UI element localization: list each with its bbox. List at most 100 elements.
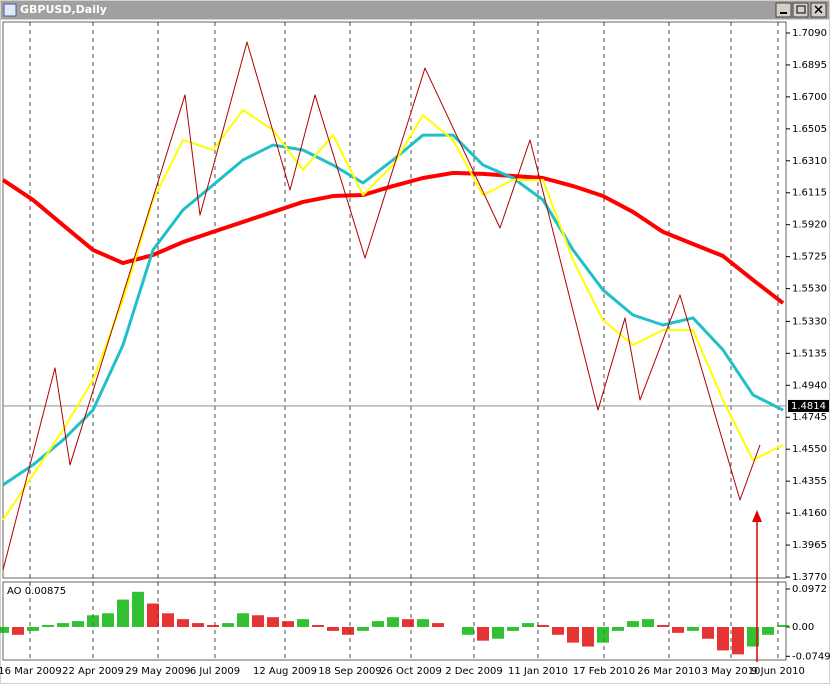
ao-bar <box>372 621 384 627</box>
x-tick-label: 29 May 2009 <box>125 666 190 677</box>
y-tick-label: 1.4160 <box>792 508 827 519</box>
y-tick-label: 1.5330 <box>792 316 827 327</box>
main-plot <box>2 21 787 579</box>
ao-bar <box>537 625 549 627</box>
y-tick-label: 1.6895 <box>792 60 827 71</box>
minimize-button[interactable] <box>775 2 792 18</box>
ao-bar <box>0 626 9 633</box>
ao-bar <box>132 591 144 627</box>
current-price-label: 1.4814 <box>791 401 826 412</box>
ao-bar <box>312 625 324 627</box>
y-tick-label: 1.7090 <box>792 28 827 39</box>
y-tick-label: 1.4550 <box>792 444 827 455</box>
ao-bar <box>327 626 339 631</box>
x-tick-label: 6 Jul 2009 <box>190 666 240 677</box>
y-tick-label: 1.5530 <box>792 284 827 295</box>
ao-bar <box>72 621 84 627</box>
ao-bar <box>612 626 624 631</box>
y-tick-label: 1.6505 <box>792 124 827 135</box>
x-tick-label: 12 Aug 2009 <box>253 666 317 677</box>
ao-bar <box>567 626 579 643</box>
x-tick-label: 18 Sep 2009 <box>318 666 381 677</box>
x-tick-label: 3 May 2010 <box>702 666 761 677</box>
ao-bar <box>462 626 474 635</box>
window-icon <box>3 3 17 17</box>
ao-bar <box>492 626 504 639</box>
y-tick-label: 1.5135 <box>792 348 827 359</box>
ao-bar <box>342 626 354 635</box>
x-tick-label: 9 Jun 2010 <box>751 666 805 677</box>
y-tick-label: 1.4940 <box>792 380 827 391</box>
ao-bar <box>432 623 444 627</box>
indicator-title: AO 0.00875 <box>7 586 66 597</box>
ao-bar <box>267 617 279 627</box>
ao-bar <box>597 626 609 643</box>
ao-bar <box>762 626 774 635</box>
current-price-box <box>788 399 829 412</box>
ao-bar <box>222 623 234 627</box>
ao-bar <box>702 626 714 639</box>
series-line <box>1 170 785 305</box>
ao-bar <box>177 619 189 627</box>
ao-bar <box>747 626 759 647</box>
ao-bar <box>402 619 414 627</box>
ao-bar <box>507 626 519 631</box>
ao-bar <box>657 625 669 627</box>
ao-bar <box>27 626 39 631</box>
y-tick-label: 1.6700 <box>792 92 827 103</box>
ao-bar <box>582 626 594 647</box>
ao-bar <box>417 619 429 627</box>
ao-bar <box>687 626 699 631</box>
ao-bar <box>297 619 309 627</box>
ao-bar <box>237 613 249 627</box>
series-line <box>2 133 784 487</box>
x-tick-label: 26 Mar 2010 <box>637 666 700 677</box>
y-tick-label: 0.00 <box>792 622 814 633</box>
y-tick-label: 1.5920 <box>792 220 827 231</box>
ao-bar <box>252 615 264 627</box>
series-line <box>2 108 784 521</box>
ao-bar <box>207 625 219 627</box>
ao-bar <box>627 621 639 627</box>
ao-bar <box>282 621 294 627</box>
x-tick-label: 17 Feb 2010 <box>573 666 635 677</box>
y-tick-label: -0.07494 <box>792 651 830 662</box>
y-tick-label: 1.3770 <box>792 572 827 583</box>
ao-bar <box>732 626 744 655</box>
x-tick-label: 16 Mar 2009 <box>0 666 62 677</box>
x-tick-label: 26 Oct 2009 <box>380 666 442 677</box>
x-tick-label: 11 Jan 2010 <box>508 666 568 677</box>
series-line <box>2 41 761 571</box>
ao-bar <box>162 613 174 627</box>
y-tick-label: 1.6115 <box>792 188 827 199</box>
ao-bar <box>42 625 54 627</box>
ao-bar <box>672 626 684 633</box>
y-tick-label: 1.4355 <box>792 476 827 487</box>
ao-bar <box>717 626 729 651</box>
ao-bar <box>192 623 204 627</box>
title-bar <box>1 1 829 19</box>
ao-bar <box>87 615 99 627</box>
ao-bar <box>777 625 789 627</box>
maximize-button[interactable] <box>792 2 809 18</box>
annotation-arrowhead <box>752 510 762 522</box>
y-tick-label: 1.6310 <box>792 156 827 167</box>
ao-bar <box>57 623 69 627</box>
ao-bar <box>117 599 129 627</box>
y-tick-label: 0.0972 <box>792 584 827 595</box>
ao-bar <box>357 626 369 631</box>
ao-bar <box>102 613 114 627</box>
ao-bar <box>552 626 564 635</box>
ao-bar <box>147 603 159 627</box>
x-tick-label: 22 Apr 2009 <box>62 666 124 677</box>
x-tick-label: 2 Dec 2009 <box>445 666 503 677</box>
y-tick-label: 1.3965 <box>792 540 827 551</box>
ao-bar <box>642 619 654 627</box>
y-tick-label: 1.5725 <box>792 252 827 263</box>
ao-bar <box>522 623 534 627</box>
ao-bar <box>477 626 489 641</box>
y-tick-label: 1.4745 <box>792 412 827 423</box>
window-title: GBPUSD,Daily <box>20 3 107 16</box>
ao-bar <box>387 617 399 627</box>
